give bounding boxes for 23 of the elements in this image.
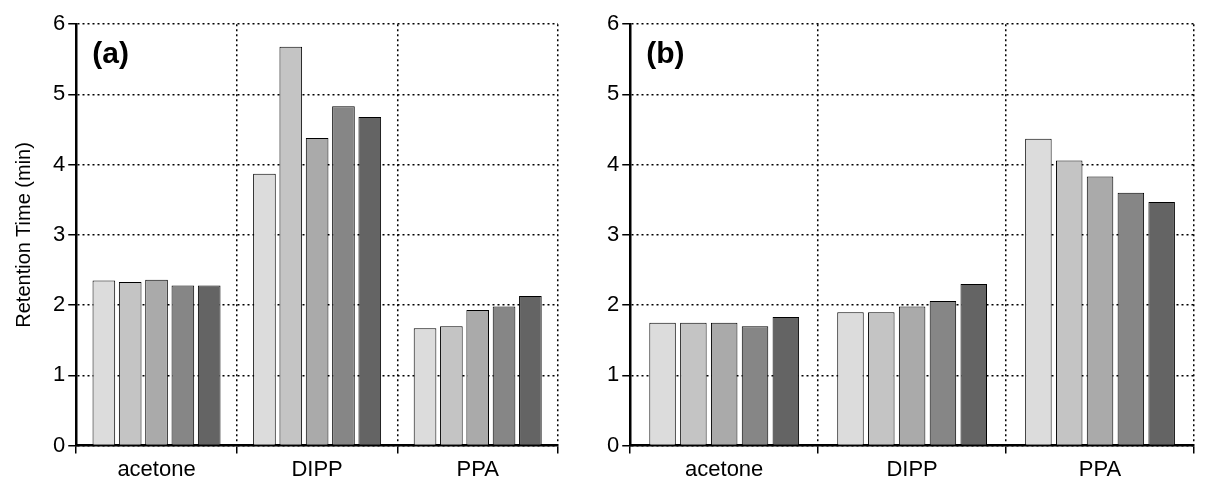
y-tick-label: 6 bbox=[52, 10, 66, 36]
y-tick-label: 4 bbox=[52, 150, 66, 176]
y-tick-label: 3 bbox=[606, 220, 620, 246]
y-tick-label: 1 bbox=[52, 361, 66, 387]
y-tick-label: 0 bbox=[52, 431, 66, 457]
x-tick-label: PPA bbox=[456, 455, 500, 481]
y-tick-label: 5 bbox=[52, 80, 66, 106]
y-tick-label: 1 bbox=[606, 361, 620, 387]
chart-title: (a) bbox=[92, 36, 129, 70]
y-axis-title: Retention Time (min) bbox=[11, 142, 34, 328]
y-tick-label: 4 bbox=[606, 150, 620, 176]
x-tick-label: PPA bbox=[1078, 455, 1122, 481]
y-tick-label: 6 bbox=[606, 10, 620, 36]
x-tick-label: DIPP bbox=[886, 455, 938, 481]
y-tick-label: 3 bbox=[52, 220, 66, 246]
y-tick-label: 2 bbox=[606, 291, 620, 317]
y-tick-label: 5 bbox=[606, 80, 620, 106]
x-tick-label: acetone bbox=[685, 455, 764, 481]
x-tick-label: acetone bbox=[117, 455, 196, 481]
y-tick-label: 0 bbox=[606, 431, 620, 457]
y-tick-label: 2 bbox=[52, 291, 66, 317]
x-tick-label: DIPP bbox=[291, 455, 343, 481]
chart-title: (b) bbox=[646, 36, 685, 70]
